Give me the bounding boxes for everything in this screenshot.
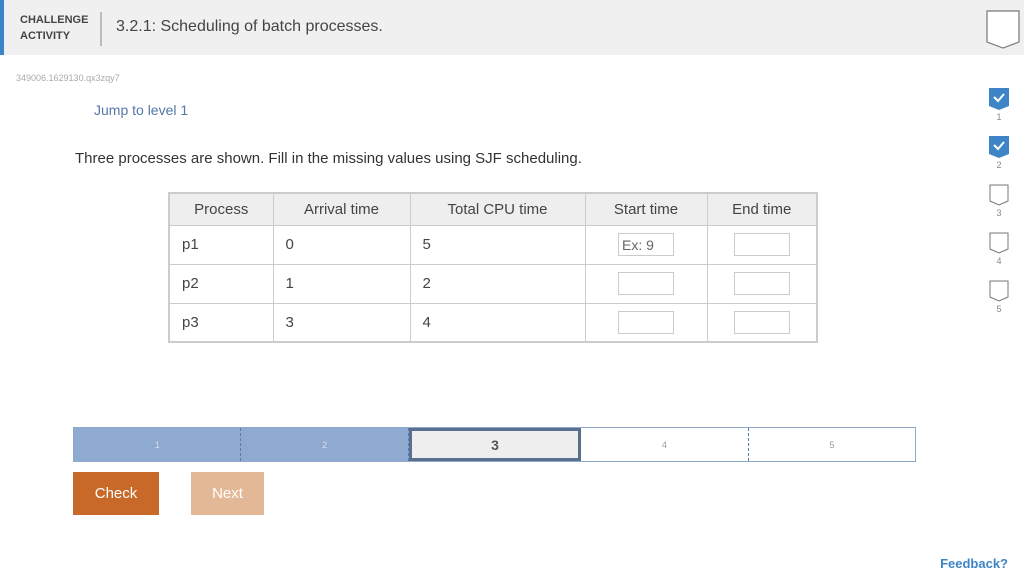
level-indicator[interactable]: 2 bbox=[984, 136, 1014, 184]
col-header: Process bbox=[168, 192, 274, 226]
checked-badge-icon bbox=[989, 88, 1009, 110]
end-time-input[interactable] bbox=[733, 310, 790, 334]
level-indicator[interactable]: 5 bbox=[984, 280, 1014, 328]
feedback-link[interactable]: Feedback? bbox=[940, 556, 1008, 571]
process-cell: p1 bbox=[168, 224, 274, 265]
challenge-activity-label: CHALLENGE ACTIVITY bbox=[20, 12, 88, 44]
cpu-cell: 5 bbox=[409, 224, 586, 265]
level-segment-1[interactable]: 1 bbox=[74, 428, 242, 461]
level-number: 2 bbox=[996, 160, 1002, 170]
next-button[interactable]: Next bbox=[191, 472, 264, 515]
check-button[interactable]: Check bbox=[73, 472, 159, 515]
arrival-cell: 0 bbox=[272, 224, 411, 265]
process-cell: p2 bbox=[168, 263, 274, 304]
activity-header: CHALLENGE ACTIVITY 3.2.1: Scheduling of b… bbox=[0, 0, 1024, 55]
level-indicator[interactable]: 4 bbox=[984, 232, 1014, 280]
col-header: Start time bbox=[584, 192, 708, 226]
header-row: Process Arrival time Total CPU time Star… bbox=[168, 192, 818, 226]
start-time-input[interactable] bbox=[618, 233, 674, 256]
empty-badge-icon bbox=[989, 232, 1009, 254]
level-progress-bar: 1 2 3 4 5 bbox=[73, 427, 916, 462]
process-cell: p3 bbox=[168, 302, 274, 343]
table-row: p3 3 4 bbox=[168, 302, 818, 343]
col-header: Arrival time bbox=[272, 192, 411, 226]
completion-badge-icon bbox=[986, 10, 1020, 49]
level-segment-5[interactable]: 5 bbox=[829, 439, 835, 450]
cpu-cell: 2 bbox=[409, 263, 586, 304]
level-number: 1 bbox=[996, 112, 1002, 122]
label-line2: ACTIVITY bbox=[20, 30, 71, 42]
divider bbox=[100, 12, 102, 46]
process-table: Process Arrival time Total CPU time Star… bbox=[168, 192, 818, 343]
table-row: p2 1 2 bbox=[168, 263, 818, 304]
label-line1: CHALLENGE bbox=[20, 14, 89, 26]
level-number: 4 bbox=[996, 256, 1002, 266]
level-number: 3 bbox=[996, 208, 1002, 218]
end-time-input[interactable] bbox=[733, 233, 790, 256]
jump-to-level-link[interactable]: Jump to level 1 bbox=[94, 102, 189, 118]
level-number: 5 bbox=[996, 304, 1002, 314]
empty-badge-icon bbox=[989, 280, 1009, 302]
level-indicator[interactable]: 3 bbox=[984, 184, 1014, 232]
level-segment-3[interactable]: 3 bbox=[408, 428, 582, 461]
arrival-cell: 1 bbox=[272, 263, 411, 304]
level-segment-2[interactable]: 2 bbox=[241, 428, 409, 461]
level-indicators: 1 2 3 4 5 bbox=[984, 88, 1014, 328]
start-time-input[interactable] bbox=[618, 272, 674, 295]
end-time-input[interactable] bbox=[733, 272, 790, 295]
level-segment-4[interactable]: 4 bbox=[581, 428, 749, 461]
level-indicator[interactable]: 1 bbox=[984, 88, 1014, 136]
table-row: p1 0 5 bbox=[168, 224, 818, 265]
instructions: Three processes are shown. Fill in the m… bbox=[75, 150, 582, 167]
empty-badge-icon bbox=[989, 184, 1009, 206]
col-header: Total CPU time bbox=[409, 192, 586, 226]
cpu-cell: 4 bbox=[409, 302, 586, 343]
col-header: End time bbox=[706, 192, 818, 226]
checked-badge-icon bbox=[989, 136, 1009, 158]
arrival-cell: 3 bbox=[272, 302, 411, 343]
start-time-input[interactable] bbox=[618, 310, 674, 334]
activity-title: 3.2.1: Scheduling of batch processes. bbox=[116, 18, 383, 35]
activity-code: 349006.1629130.qx3zqy7 bbox=[16, 73, 120, 83]
